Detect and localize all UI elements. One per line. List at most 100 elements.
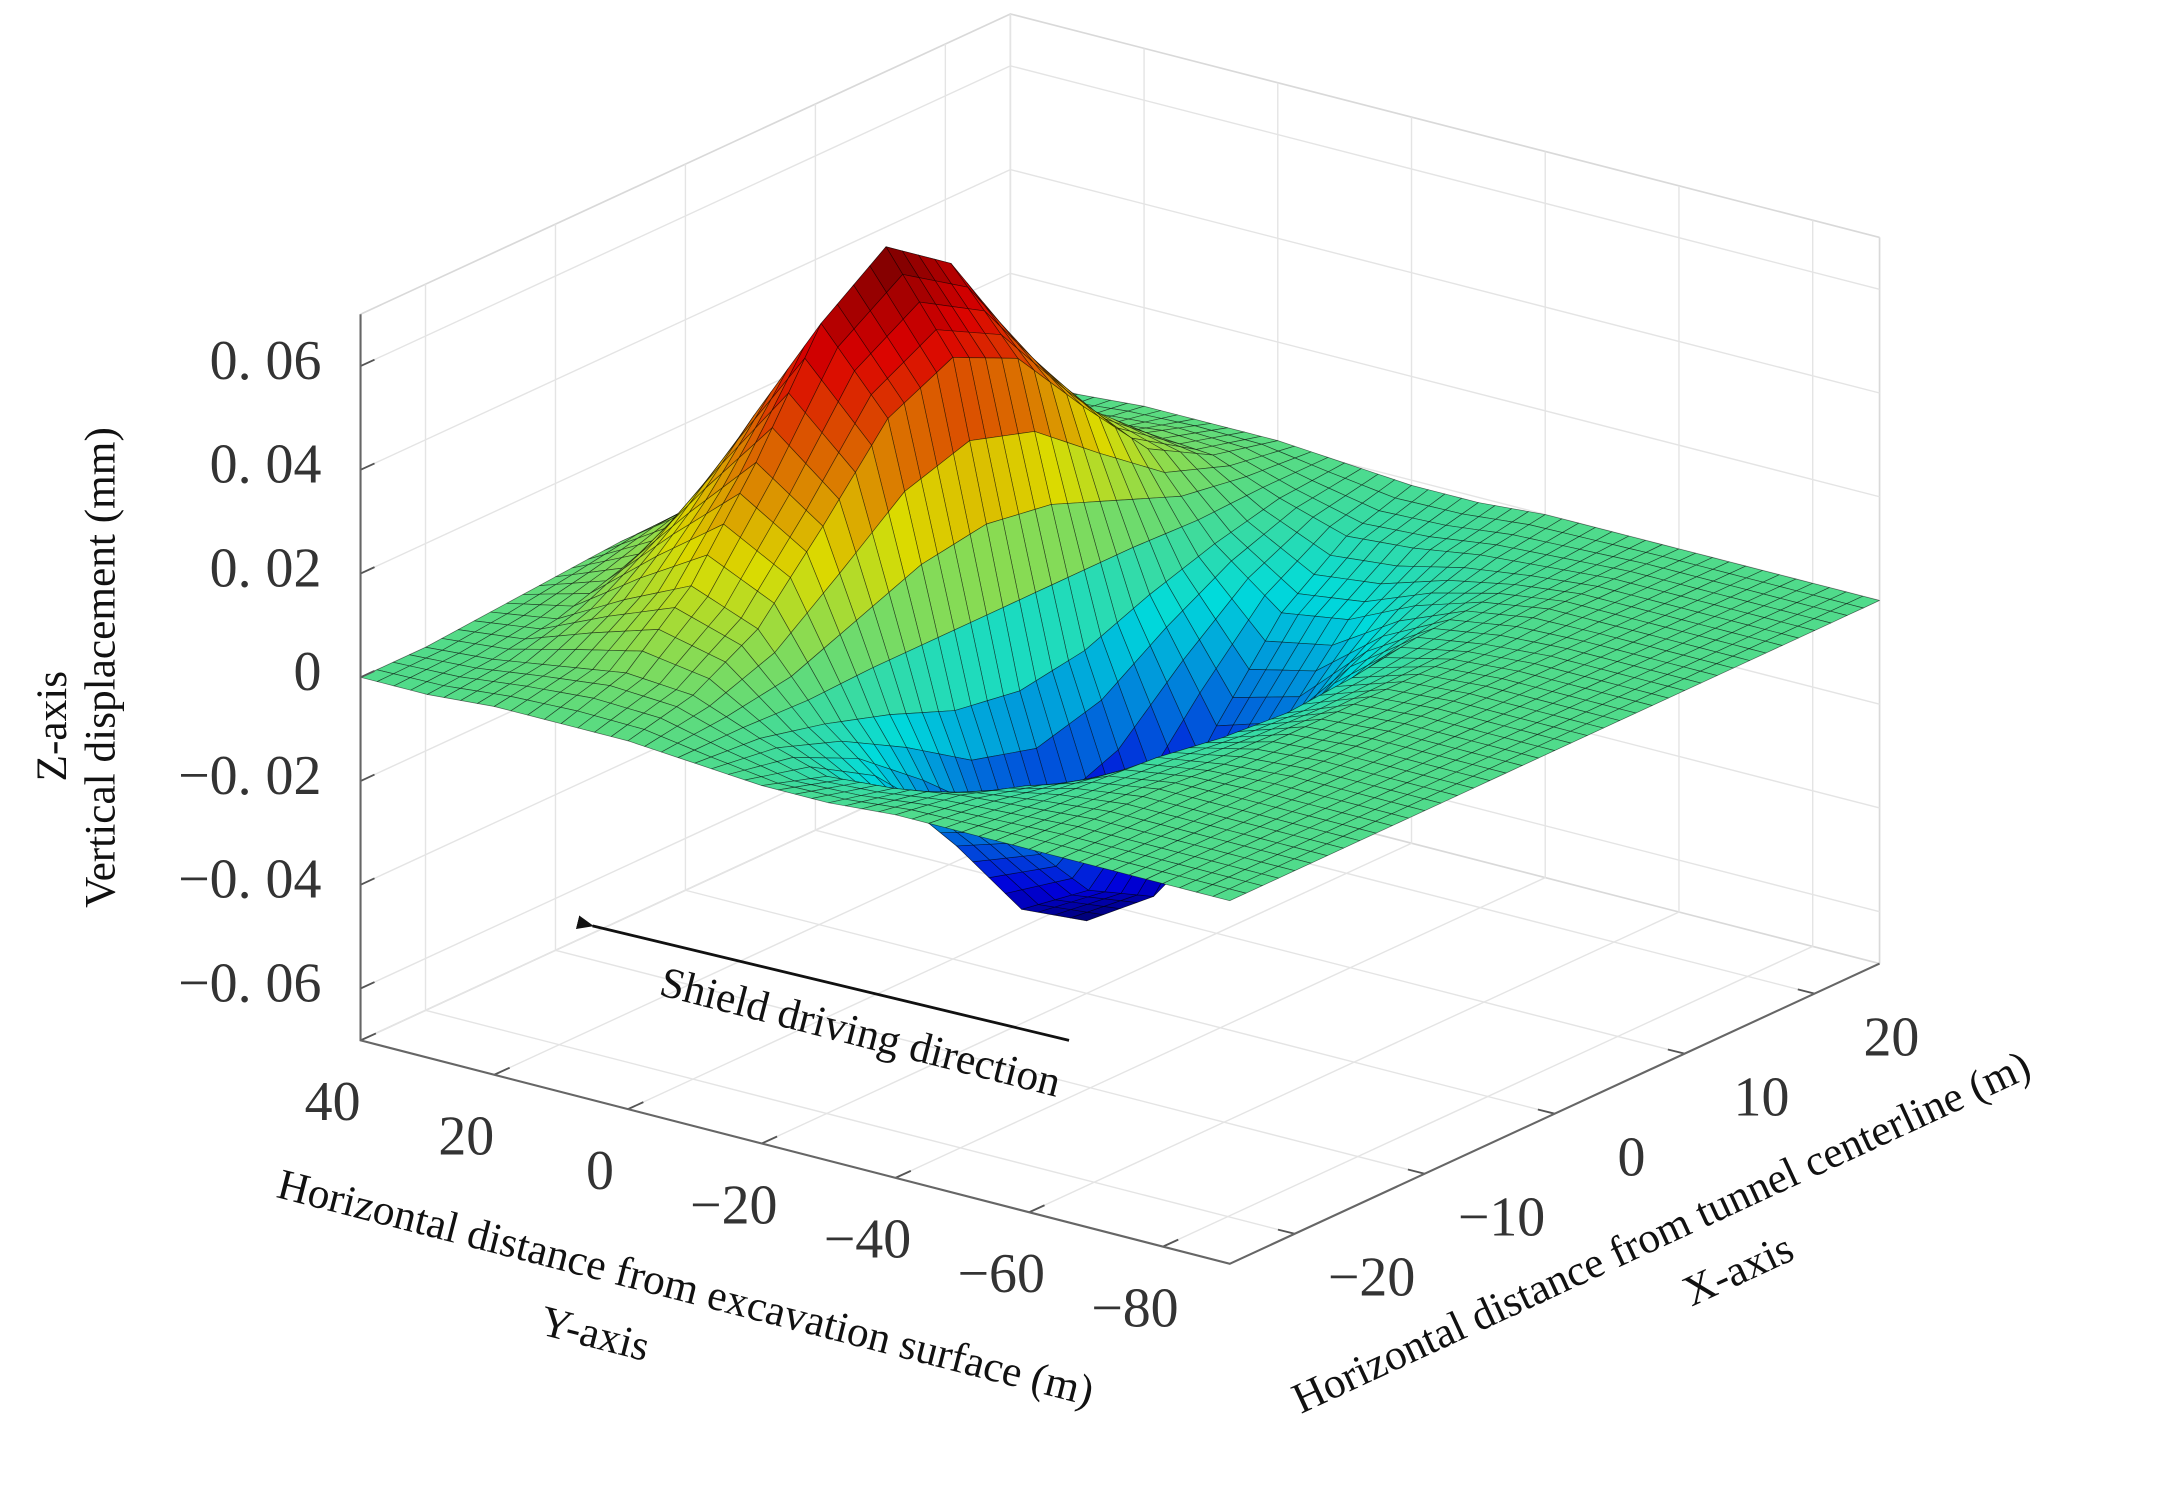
surface-patch [895,794,1028,833]
surface-patch [425,611,558,660]
surface-patch [885,246,1019,359]
surface-patch [822,418,956,715]
surface-patch [1485,655,1619,704]
x-tick-mark [1667,1048,1685,1055]
axis-line [359,314,1880,1265]
axes: −0. 06 −0. 04 −0. 02 0 0. 02 0. 04 0. 06 −20 −10… [178,314,1919,1339]
y-tick-mark [627,1101,644,1110]
surface-patch [1487,703,1620,751]
y-tick-label: 0 [586,1140,614,1202]
surface-patch [1680,565,1814,614]
x-tick-mark [1277,1228,1295,1235]
x-tick-mark [1407,1168,1425,1175]
y-tick-mark [360,1032,377,1042]
surface-patch [1292,793,1426,842]
y-tick-label: 20 [438,1106,494,1168]
y-tick-label: 40 [305,1071,361,1133]
surface-patch [1216,612,1349,727]
z-tick-label: −0. 06 [178,952,321,1014]
z-axis-name: Z-axis [28,671,76,782]
surface-patch [688,323,822,514]
surface-patch [1162,853,1296,902]
surface-patch [1156,733,1290,765]
surface-patch [1147,448,1281,545]
z-tick-mark [360,566,375,575]
x-tick-label: −20 [1328,1246,1415,1308]
surface-patch [956,842,1089,910]
surface-patch [1221,703,1355,739]
surface-patch [828,787,961,816]
y-tick-label: −40 [824,1209,911,1271]
x-tick-mark [1537,1108,1555,1115]
surface-patch [625,585,759,696]
surface-patch [1613,548,1747,597]
surface-patch [1160,805,1294,854]
surface-patch [1615,595,1749,644]
surface-patch [490,567,623,620]
surface-patch [1093,788,1227,837]
z-tick-label: 0. 06 [210,330,322,392]
surface-patch [950,263,1084,407]
surface-patch [555,511,688,578]
grid-line [895,151,1546,1179]
surface-patch [1082,405,1216,595]
grid-line [360,65,1880,367]
surface-patch [961,806,1095,850]
surface-patch [1479,514,1613,568]
surface-patch [360,646,493,695]
surface-patch [492,599,625,667]
y-tick-mark [1162,1238,1179,1248]
box-edge [360,13,1880,315]
direction-arrow [575,915,1070,1042]
x-tick-label: 10 [1734,1066,1790,1128]
surface-patch [427,658,560,707]
surface-patch [887,356,1021,711]
surface-patch [1422,733,1555,781]
y-tick-mark [895,1170,912,1179]
surface-patch [692,628,826,739]
surface-patch [1348,547,1481,621]
surface-patch [1283,605,1416,723]
z-tick-label: −0. 04 [178,849,321,911]
y-tick-mark [761,1135,778,1145]
surface-patch [1091,757,1225,790]
z-tick-label: 0. 04 [210,434,322,496]
surface-patch [1346,485,1479,549]
surface-patch [1290,745,1424,794]
surface-patch [757,525,891,725]
surface-patch [1747,582,1880,631]
x-tick-mark [1797,988,1815,995]
surface-patch [1288,703,1422,747]
surface-patch [1225,775,1359,824]
grid-line [1162,220,1814,1248]
x-axis-label: Horizontal distance from tunnel centerli… [1285,1041,2038,1423]
surface-patch [1682,612,1815,661]
z-tick-mark [360,462,375,471]
surface-patch [1223,733,1357,777]
surface-patch [1353,673,1487,717]
surface-patch [1355,715,1489,764]
y-tick-label: −20 [690,1174,777,1236]
z-tick-label: 0. 02 [210,537,322,599]
z-tick-label: −0. 02 [178,745,321,807]
z-tick-label: 0 [293,641,321,703]
y-tick-label: −80 [1091,1277,1178,1339]
surface-patch [1017,358,1151,651]
surface-patch [560,672,694,742]
x-tick-label: 20 [1863,1006,1919,1068]
surface-patch [621,414,755,569]
surface-patch [558,585,692,674]
surface-patch [820,246,954,419]
surface-patch [761,775,894,804]
surface-patch [1483,608,1617,657]
surface-patch [1617,642,1750,691]
surface-facet [1212,888,1247,902]
y-tick-mark [1028,1204,1045,1214]
surface-patch [1145,423,1279,456]
surface-patch [1416,601,1550,645]
surface-patch [1286,673,1420,714]
surface-patch [1418,643,1552,687]
surface-patch [1548,578,1682,627]
